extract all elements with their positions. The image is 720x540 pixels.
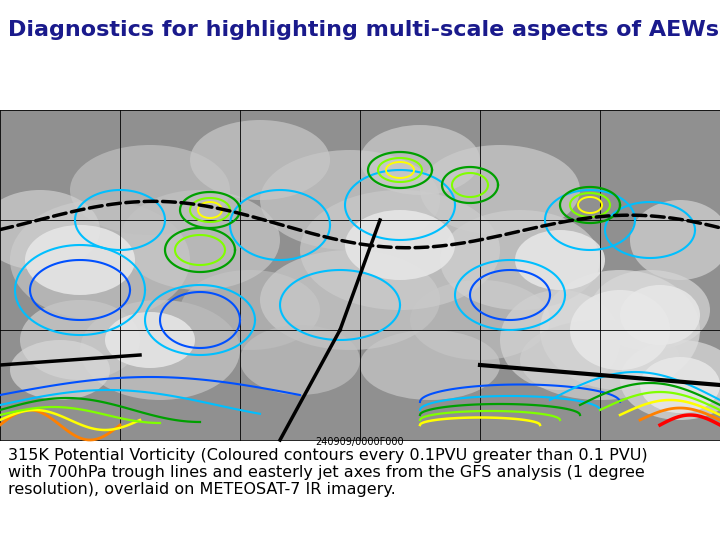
Bar — [0, 110, 720, 440]
Ellipse shape — [20, 300, 140, 380]
Ellipse shape — [10, 340, 110, 400]
Ellipse shape — [630, 200, 720, 280]
Ellipse shape — [260, 250, 440, 350]
Ellipse shape — [10, 200, 190, 320]
Ellipse shape — [360, 125, 480, 195]
Ellipse shape — [0, 190, 100, 270]
Ellipse shape — [540, 270, 700, 390]
Ellipse shape — [260, 150, 440, 250]
Text: resolution), overlaid on METEOSAT-7 IR imagery.: resolution), overlaid on METEOSAT-7 IR i… — [8, 482, 396, 497]
Ellipse shape — [360, 330, 500, 400]
Ellipse shape — [70, 145, 230, 235]
Ellipse shape — [640, 357, 720, 413]
Ellipse shape — [120, 190, 280, 290]
Ellipse shape — [570, 290, 670, 370]
Text: 315K Potential Vorticity (Coloured contours every 0.1PVU greater than 0.1 PVU): 315K Potential Vorticity (Coloured conto… — [8, 448, 647, 463]
Text: 240909/0000F000: 240909/0000F000 — [315, 437, 405, 447]
Ellipse shape — [520, 320, 680, 400]
Ellipse shape — [515, 230, 605, 290]
Text: with 700hPa trough lines and easterly jet axes from the GFS analysis (1 degree: with 700hPa trough lines and easterly je… — [8, 465, 644, 480]
Ellipse shape — [300, 190, 500, 310]
Ellipse shape — [500, 290, 620, 390]
Ellipse shape — [190, 120, 330, 200]
Ellipse shape — [180, 270, 320, 350]
Ellipse shape — [620, 340, 720, 420]
Ellipse shape — [345, 210, 455, 280]
Ellipse shape — [105, 312, 195, 368]
Ellipse shape — [590, 270, 710, 350]
Ellipse shape — [410, 280, 550, 360]
Ellipse shape — [80, 300, 240, 400]
Text: Diagnostics for highlighting multi-scale aspects of AEWs: Diagnostics for highlighting multi-scale… — [8, 20, 719, 40]
Ellipse shape — [420, 145, 580, 235]
Ellipse shape — [25, 225, 135, 295]
Ellipse shape — [240, 325, 360, 395]
Ellipse shape — [620, 285, 700, 345]
Ellipse shape — [440, 210, 600, 310]
